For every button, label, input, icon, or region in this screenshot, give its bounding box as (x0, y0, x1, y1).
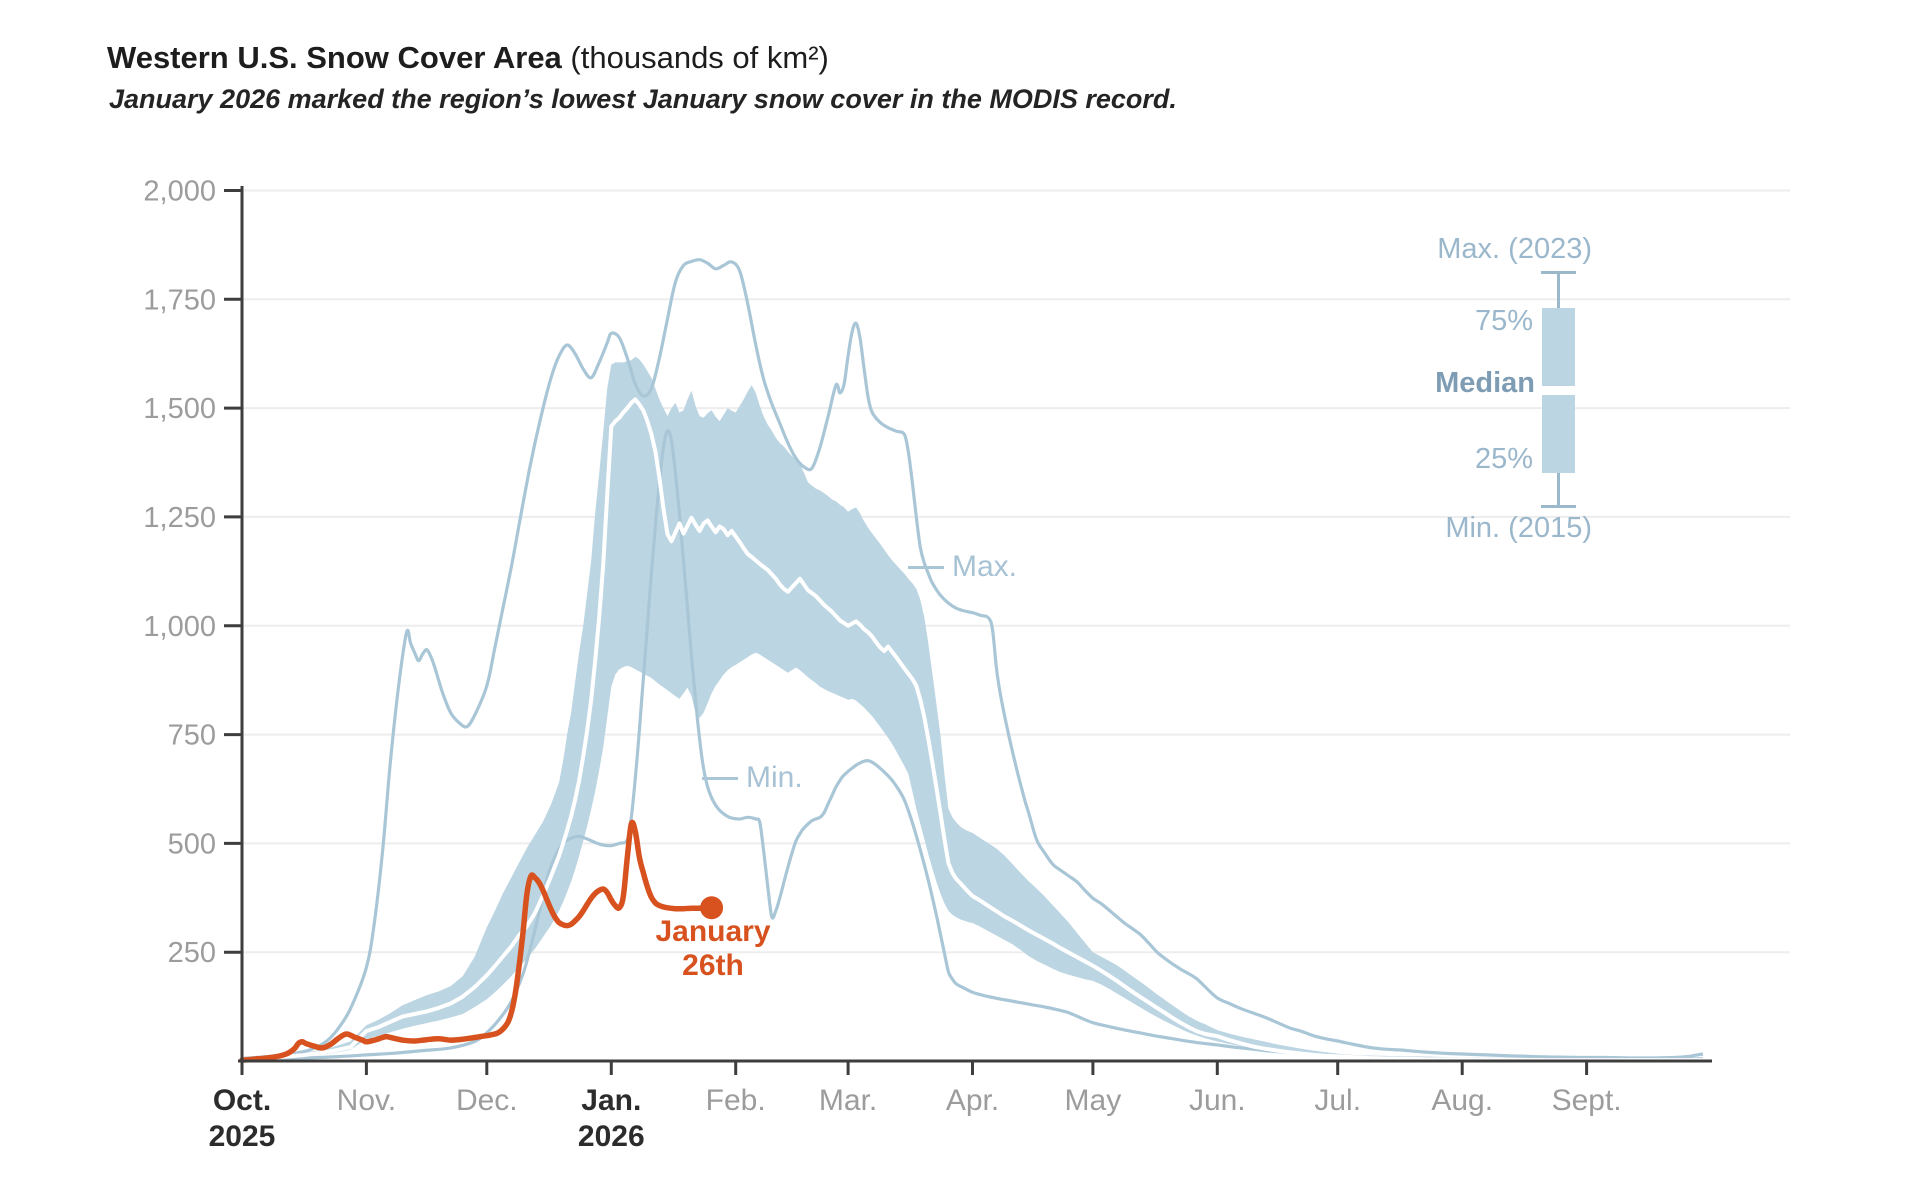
x-axis-year-label: 2026 (578, 1120, 645, 1153)
legend-boxplot-median-mark (1542, 386, 1575, 395)
x-axis-month-label: Jun. (1189, 1084, 1246, 1117)
y-axis-tick-label: 1,000 (143, 611, 216, 643)
y-axis-tick-label: 1,500 (143, 393, 216, 425)
y-axis-tick-label: 250 (168, 937, 216, 969)
x-axis-month-label: Nov. (337, 1084, 396, 1117)
chart-title: Western U.S. Snow Cover Area (thousands … (107, 40, 829, 76)
x-axis-month-label: Jan. (581, 1084, 641, 1117)
legend-min-label: Min. (2015) (1445, 512, 1592, 544)
y-axis-tick-label: 2,000 (143, 176, 216, 208)
y-axis-tick-label: 1,250 (143, 502, 216, 534)
interquartile-band-area (242, 356, 1703, 1061)
legend-max-label: Max. (2023) (1437, 233, 1592, 265)
legend-boxplot-min-cap (1541, 505, 1576, 508)
x-axis-month-label: Mar. (819, 1084, 877, 1117)
min-annotation-connector (702, 777, 738, 780)
median-line (241, 397, 1703, 1063)
x-axis-month-label: Apr. (946, 1084, 999, 1117)
legend-75th-percentile-label: 75% (1474, 305, 1533, 337)
chart-title-main: Western U.S. Snow Cover Area (107, 40, 562, 75)
legend-25th-percentile-label: 25% (1474, 443, 1533, 475)
current-label-line1: January (655, 915, 771, 948)
x-axis-month-label: Oct. (213, 1084, 271, 1117)
chart-subtitle: January 2026 marked the region’s lowest … (109, 84, 1177, 114)
max-annotation-label: Max. (952, 550, 1018, 583)
y-axis-tick-label: 750 (168, 720, 216, 752)
chart-title-unit: (thousands of km²) (561, 40, 829, 75)
min-annotation-label: Min. (746, 761, 803, 794)
legend-median-label: Median (1435, 367, 1535, 399)
min-line (241, 429, 1704, 1062)
legend-boxplot-max-cap (1541, 271, 1576, 274)
current-season-endpoint-label: January 26th (593, 915, 833, 983)
y-axis-tick-label: 500 (168, 828, 216, 860)
current-endpoint-dot (700, 896, 724, 920)
current-season-line (239, 819, 715, 1063)
max-line (241, 258, 1704, 1060)
x-axis-month-label: May (1065, 1084, 1122, 1117)
x-axis-month-label: Feb. (706, 1084, 766, 1117)
x-axis-year-label: 2025 (209, 1120, 276, 1153)
current-label-line2: 26th (682, 949, 744, 982)
x-axis-month-label: Sept. (1552, 1084, 1622, 1117)
y-axis-tick-label: 1,750 (143, 284, 216, 316)
x-axis-month-label: Jul. (1314, 1084, 1361, 1117)
max-annotation-connector (908, 566, 944, 569)
x-axis-month-label: Dec. (456, 1084, 518, 1117)
x-axis-month-label: Aug. (1431, 1084, 1493, 1117)
